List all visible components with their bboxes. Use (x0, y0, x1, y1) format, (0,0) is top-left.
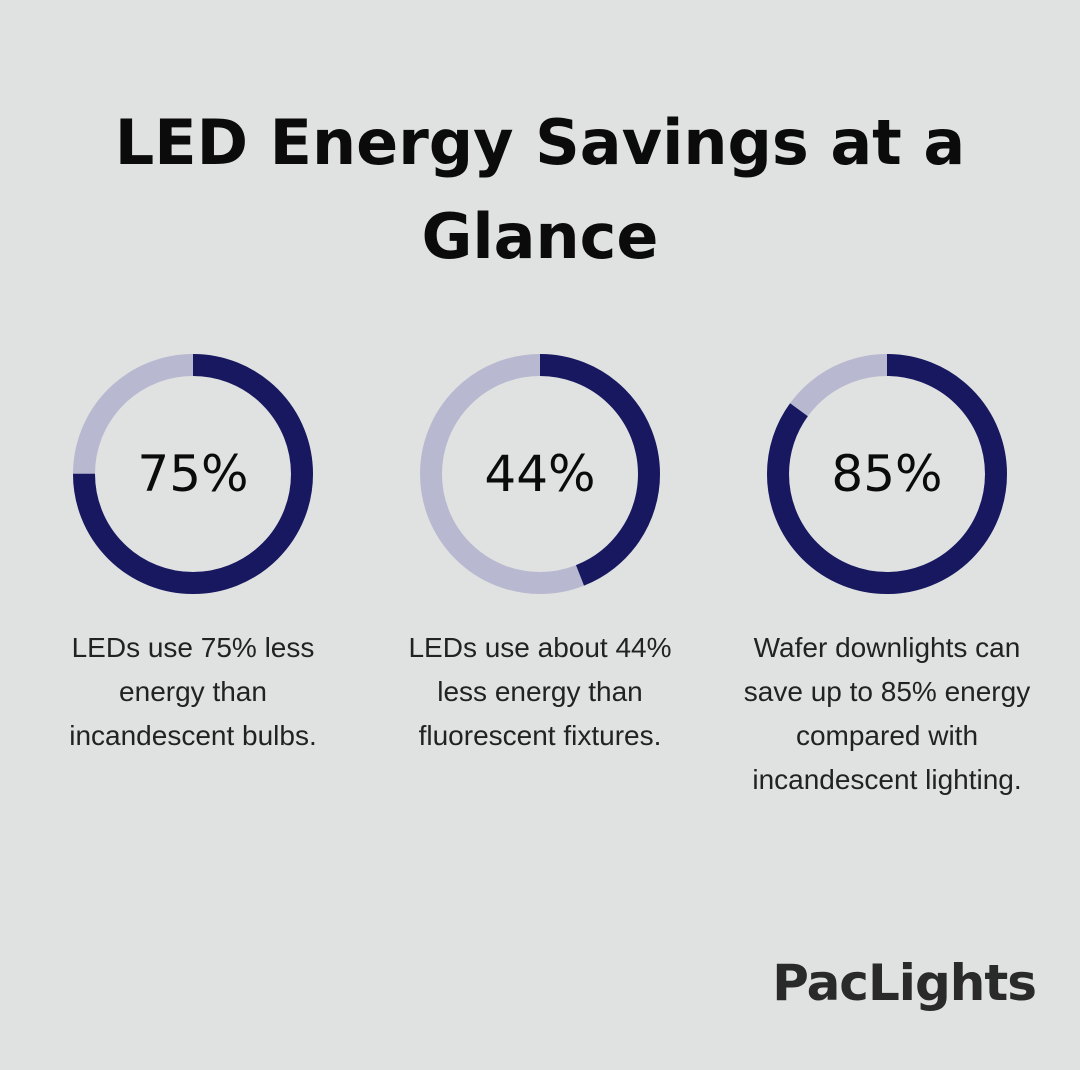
stat-card-1: 75% LEDs use 75% less energy than incand… (33, 352, 353, 758)
donut-value-arc-2 (420, 354, 660, 594)
donut-svg-3 (767, 354, 1007, 594)
donut-value-arc-3 (767, 354, 1007, 594)
donut-chart-2: 44% (418, 352, 662, 596)
stat-description-3: Wafer downlights can save up to 85% ener… (743, 632, 1031, 795)
donut-percent-label-3: 85% (831, 445, 943, 503)
stat-card-2: 44% LEDs use about 44% less energy than … (380, 352, 700, 758)
page-title: LED Energy Savings at a Glance (114, 106, 966, 273)
stat-description-2: LEDs use about 44% less energy than fluo… (408, 632, 672, 751)
stat-card-3: 85% Wafer downlights can save up to 85% … (727, 352, 1047, 802)
donut-percent-label-1: 75% (137, 445, 249, 503)
donut-svg-2 (420, 354, 660, 594)
donut-svg-1 (73, 354, 313, 594)
stat-description-1: LEDs use 75% less energy than incandesce… (69, 632, 317, 751)
donut-percent-label-2: 44% (484, 445, 596, 503)
donut-chart-1: 75% (71, 352, 315, 596)
donut-value-arc-1 (73, 354, 313, 594)
donut-chart-3: 85% (765, 352, 1009, 596)
paclights-logo: PacLights (772, 954, 1037, 1012)
